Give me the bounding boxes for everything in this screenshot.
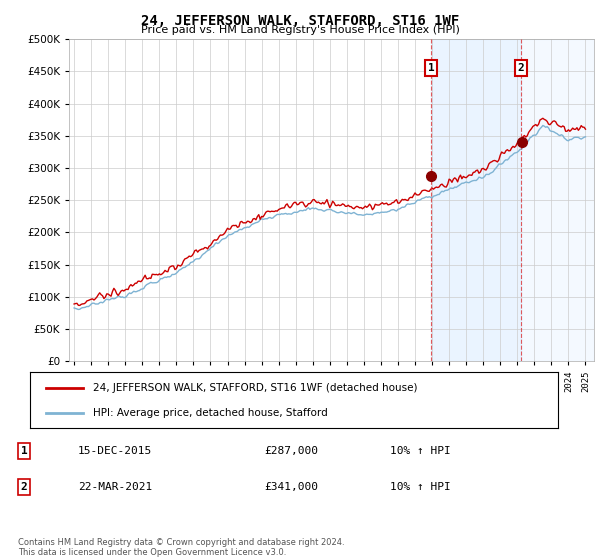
Text: 1: 1 (20, 446, 28, 456)
Text: 2: 2 (518, 63, 524, 73)
Text: 15-DEC-2015: 15-DEC-2015 (78, 446, 152, 456)
Text: 2: 2 (20, 482, 28, 492)
Text: HPI: Average price, detached house, Stafford: HPI: Average price, detached house, Staf… (94, 408, 328, 418)
Text: Price paid vs. HM Land Registry's House Price Index (HPI): Price paid vs. HM Land Registry's House … (140, 25, 460, 35)
Text: 1: 1 (428, 63, 434, 73)
Text: 10% ↑ HPI: 10% ↑ HPI (390, 446, 451, 456)
Text: Contains HM Land Registry data © Crown copyright and database right 2024.
This d: Contains HM Land Registry data © Crown c… (18, 538, 344, 557)
Text: 10% ↑ HPI: 10% ↑ HPI (390, 482, 451, 492)
Text: £341,000: £341,000 (264, 482, 318, 492)
Text: 24, JEFFERSON WALK, STAFFORD, ST16 1WF (detached house): 24, JEFFERSON WALK, STAFFORD, ST16 1WF (… (94, 383, 418, 393)
Bar (431, 39, 521, 361)
Text: 22-MAR-2021: 22-MAR-2021 (78, 482, 152, 492)
Text: £287,000: £287,000 (264, 446, 318, 456)
Text: 24, JEFFERSON WALK, STAFFORD, ST16 1WF: 24, JEFFERSON WALK, STAFFORD, ST16 1WF (141, 14, 459, 28)
Bar (521, 39, 594, 361)
